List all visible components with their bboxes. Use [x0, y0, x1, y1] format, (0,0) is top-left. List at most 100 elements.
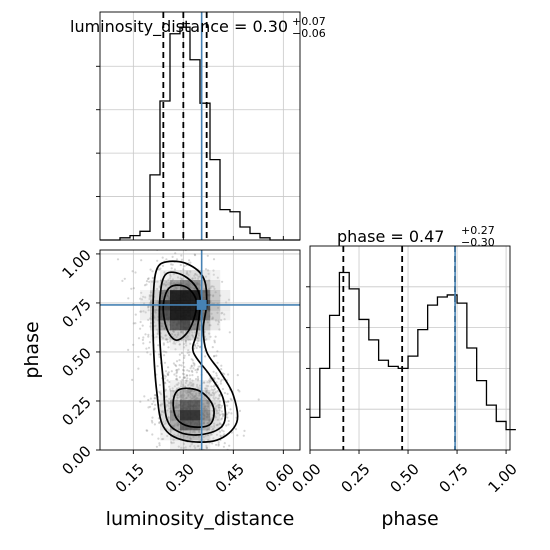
- joint-scatter-point: [206, 254, 209, 257]
- joint-scatter-point: [210, 452, 212, 454]
- ld-title-prefix: luminosity_distance = 0.30: [70, 17, 288, 37]
- joint-scatter-point: [199, 459, 201, 461]
- joint-scatter-point: [155, 335, 158, 338]
- joint-density-cell: [170, 270, 181, 281]
- joint-scatter-point: [212, 285, 215, 288]
- joint-scatter-point: [139, 400, 142, 403]
- joint-density-cell: [210, 390, 221, 401]
- joint-scatter-point: [220, 364, 223, 367]
- joint-scatter-point: [196, 367, 199, 370]
- joint-density-cell: [170, 420, 181, 431]
- joint-scatter-point: [194, 254, 197, 257]
- joint-scatter-point: [175, 372, 178, 375]
- joint-scatter-point: [159, 391, 162, 395]
- joint-scatter-point: [190, 443, 193, 446]
- joint-scatter-point: [227, 400, 230, 403]
- joint-scatter-point: [144, 296, 147, 299]
- joint-scatter-point: [195, 371, 198, 374]
- joint-scatter-point: [172, 390, 175, 393]
- joint-density-cell: [160, 330, 171, 341]
- joint-density-cell: [220, 290, 231, 301]
- joint-scatter-point: [194, 378, 198, 381]
- joint-scatter-point: [149, 353, 152, 356]
- joint-scatter-point: [153, 394, 156, 397]
- joint-scatter-point: [139, 327, 142, 330]
- joint-density-cell: [160, 310, 171, 321]
- joint-scatter-point: [167, 429, 170, 432]
- joint-density-cell: [160, 420, 171, 431]
- joint-scatter-point: [219, 380, 222, 383]
- joint-scatter-point: [134, 271, 137, 274]
- joint-scatter-point: [192, 385, 195, 388]
- joint-scatter-point: [220, 417, 224, 420]
- joint-scatter-point: [130, 287, 133, 290]
- joint-scatter-point: [243, 429, 246, 432]
- joint-density-cell: [170, 430, 181, 441]
- joint-scatter-point: [167, 417, 170, 420]
- joint-scatter-point: [181, 378, 184, 381]
- joint-scatter-point: [227, 411, 230, 414]
- phase-hist-panel: 0.00 0.25 0.50 0.75 1.00 phase = 0.47 +0.27 …: [288, 224, 520, 530]
- joint-density-cell: [180, 310, 191, 321]
- joint-scatter-point: [164, 334, 167, 337]
- joint-density-cell: [170, 400, 181, 411]
- joint-scatter-point: [183, 373, 186, 376]
- joint-scatter-point: [230, 399, 233, 402]
- ld-hist-step: [100, 26, 300, 241]
- joint-scatter-point: [164, 375, 167, 378]
- joint-scatter-point: [215, 381, 218, 384]
- joint-scatter-point: [158, 421, 161, 424]
- joint-scatter-point: [215, 372, 218, 375]
- joint-scatter-point: [215, 374, 218, 377]
- joint-scatter-point: [156, 333, 159, 336]
- joint-scatter-point: [153, 423, 156, 426]
- joint-scatter-point: [176, 452, 178, 454]
- joint-scatter-point: [221, 415, 224, 418]
- joint-scatter-point: [218, 406, 221, 409]
- joint-scatter-point: [215, 424, 218, 427]
- joint-scatter-point: [205, 387, 208, 390]
- joint-scatter-point: [208, 381, 211, 384]
- joint-scatter-point: [182, 383, 185, 386]
- joint-scatter-point: [159, 267, 162, 270]
- joint-scatter-point: [197, 377, 200, 380]
- joint-scatter-point: [227, 423, 230, 426]
- joint-scatter-point: [216, 361, 219, 364]
- joint-scatter-point: [176, 396, 179, 399]
- joint-scatter-point: [127, 348, 130, 351]
- joint-scatter-point: [190, 384, 194, 387]
- joint-scatter-point: [151, 416, 154, 419]
- joint-scatter-point: [220, 410, 223, 413]
- joint-scatter-point: [193, 274, 196, 277]
- joint-xtick-labels: 0.15 0.30 0.45 0.60: [112, 450, 298, 496]
- joint-scatter-point: [223, 313, 226, 316]
- joint-scatter-point: [166, 283, 169, 286]
- joint-scatter-point: [204, 387, 207, 391]
- joint-scatter-point: [143, 302, 146, 305]
- joint-scatter-point: [213, 384, 216, 387]
- joint-scatter-point: [217, 444, 220, 447]
- joint-scatter-point: [213, 354, 216, 358]
- joint-scatter-point: [191, 277, 194, 280]
- joint-scatter-point: [212, 396, 215, 399]
- joint-density-cell: [180, 390, 191, 401]
- joint-scatter-point: [212, 424, 216, 427]
- joint-scatter-point: [217, 406, 221, 409]
- joint-scatter-point: [192, 383, 195, 386]
- joint-scatter-point: [189, 270, 192, 273]
- joint-scatter-point: [164, 334, 167, 337]
- joint-scatter-point: [205, 446, 209, 449]
- joint-scatter-point: [205, 391, 208, 394]
- joint-scatter-point: [192, 382, 195, 385]
- joint-scatter-point: [148, 294, 151, 297]
- joint-scatter-point: [192, 367, 195, 370]
- joint-scatter-point: [213, 377, 216, 380]
- joint-scatter-point: [202, 396, 205, 399]
- joint-scatter-point: [183, 365, 186, 369]
- joint-scatter-point: [196, 379, 200, 382]
- joint-scatter-point: [197, 334, 200, 337]
- joint-scatter-point: [151, 421, 154, 424]
- joint-scatter-point: [175, 377, 178, 380]
- joint-scatter-point: [218, 394, 221, 397]
- joint-scatter-point: [196, 339, 199, 342]
